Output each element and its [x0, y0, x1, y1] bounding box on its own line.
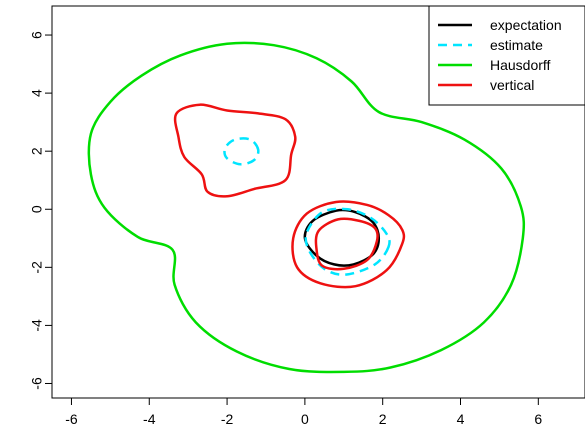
y-tick-label: -4: [29, 319, 45, 332]
legend: expectation estimate Hausdorff vertical: [428, 5, 585, 106]
x-tick-label: 2: [379, 411, 387, 427]
x-tick-label: 6: [534, 411, 542, 427]
curves-layer: [87, 41, 526, 374]
x-tick-label: -4: [143, 411, 156, 427]
x-tick-label: 0: [301, 411, 309, 427]
x-axis: -6 -4 -2 0 2 4 6: [65, 397, 542, 427]
y-tick-label: -2: [29, 261, 45, 274]
y-tick-label: 0: [29, 205, 45, 213]
legend-label: estimate: [490, 37, 543, 53]
legend-label: vertical: [490, 77, 534, 93]
x-tick-label: 4: [457, 411, 465, 427]
series-estimate-curve-2: [223, 137, 260, 166]
x-tick-label: -6: [65, 411, 78, 427]
y-tick-label: 2: [29, 147, 45, 155]
series-vertical-curve-5: [314, 217, 379, 271]
y-tick-label: -6: [29, 377, 45, 390]
series-vertical-curve-6: [173, 103, 297, 198]
series-vertical-curve-4: [291, 200, 406, 289]
y-tick-label: 6: [29, 31, 45, 39]
x-tick-label: -2: [221, 411, 234, 427]
series-hausdorff-curve-3: [87, 41, 526, 374]
series-estimate-curve-1: [304, 207, 391, 276]
legend-box: [428, 5, 585, 106]
legend-label: Hausdorff: [490, 57, 551, 73]
y-tick-label: 4: [29, 89, 45, 97]
y-axis: -6 -4 -2 0 2 4 6: [29, 31, 53, 390]
legend-label: expectation: [490, 17, 562, 33]
